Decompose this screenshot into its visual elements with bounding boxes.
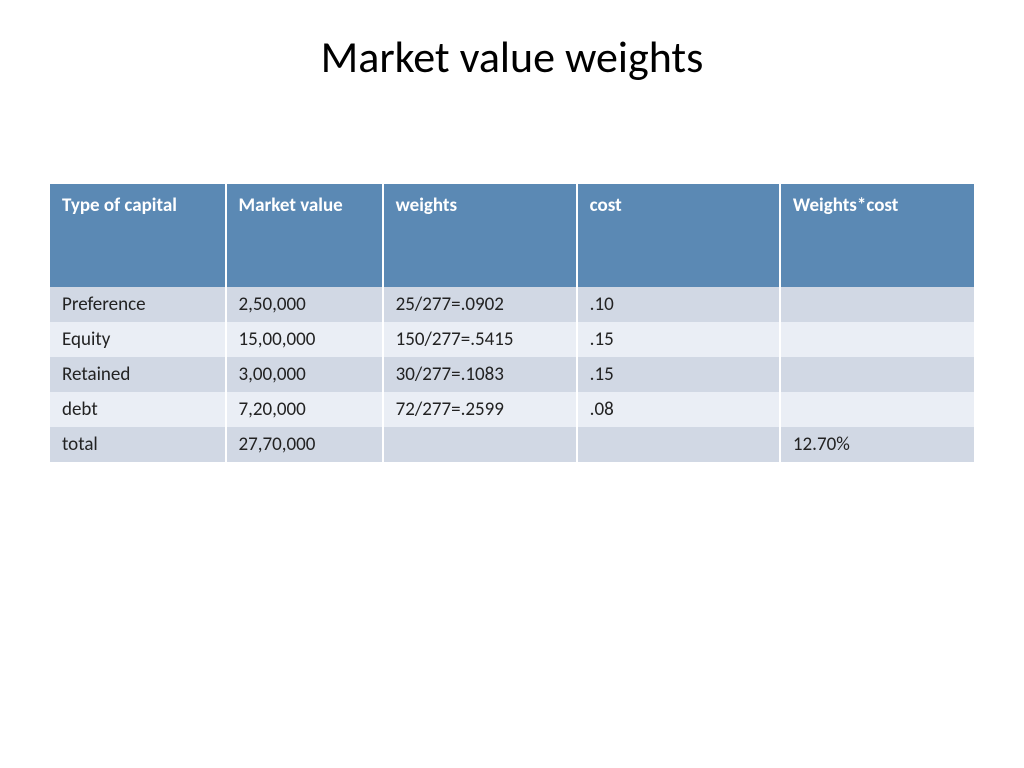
col-header-weights-cost: Weights*cost <box>780 184 974 287</box>
col-header-weights: weights <box>383 184 577 287</box>
cell-weights-cost: 12.70% <box>780 427 974 462</box>
cell-cost: .08 <box>577 392 780 427</box>
cell-weights-cost <box>780 392 974 427</box>
cell-weights-cost <box>780 322 974 357</box>
cell-weights-cost <box>780 287 974 322</box>
cell-weights: 30/277=.1083 <box>383 357 577 392</box>
cell-weights: 150/277=.5415 <box>383 322 577 357</box>
cell-market-value: 27,70,000 <box>226 427 383 462</box>
table-row: Preference 2,50,000 25/277=.0902 .10 <box>50 287 974 322</box>
table-row: debt 7,20,000 72/277=.2599 .08 <box>50 392 974 427</box>
cell-type: Preference <box>50 287 226 322</box>
cell-market-value: 3,00,000 <box>226 357 383 392</box>
col-header-type: Type of capital <box>50 184 226 287</box>
cell-cost: .15 <box>577 357 780 392</box>
cell-market-value: 15,00,000 <box>226 322 383 357</box>
cell-weights: 72/277=.2599 <box>383 392 577 427</box>
cell-type: Equity <box>50 322 226 357</box>
col-header-cost: cost <box>577 184 780 287</box>
cell-cost: .15 <box>577 322 780 357</box>
cell-weights: 25/277=.0902 <box>383 287 577 322</box>
col-header-market-value: Market value <box>226 184 383 287</box>
page-title: Market value weights <box>50 30 974 84</box>
market-value-weights-table: Type of capital Market value weights cos… <box>50 184 974 462</box>
table-row: Equity 15,00,000 150/277=.5415 .15 <box>50 322 974 357</box>
cell-cost: .10 <box>577 287 780 322</box>
cell-type: Retained <box>50 357 226 392</box>
cell-weights-cost <box>780 357 974 392</box>
table-header-row: Type of capital Market value weights cos… <box>50 184 974 287</box>
table-row: total 27,70,000 12.70% <box>50 427 974 462</box>
cell-type: debt <box>50 392 226 427</box>
cell-market-value: 2,50,000 <box>226 287 383 322</box>
cell-type: total <box>50 427 226 462</box>
table-row: Retained 3,00,000 30/277=.1083 .15 <box>50 357 974 392</box>
cell-cost <box>577 427 780 462</box>
cell-weights <box>383 427 577 462</box>
cell-market-value: 7,20,000 <box>226 392 383 427</box>
